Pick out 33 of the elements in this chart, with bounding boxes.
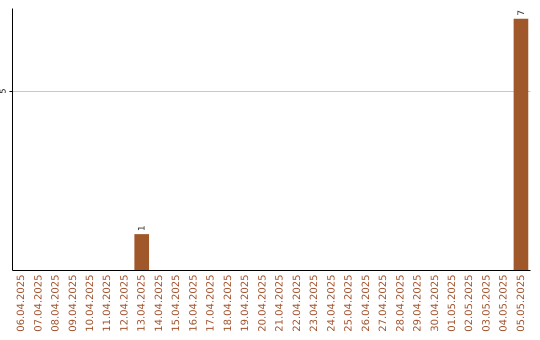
x-tick-label: 24.04.2025 [326, 274, 338, 332]
x-tick-label: 17.04.2025 [206, 274, 217, 332]
x-tick-label: 26.04.2025 [360, 274, 372, 332]
data-label: 1 [138, 225, 148, 232]
x-tick-label: 29.04.2025 [412, 274, 424, 332]
x-tick-label: 13.04.2025 [136, 274, 148, 332]
x-tick-label: 21.04.2025 [274, 274, 286, 332]
x-tick-label: 23.04.2025 [309, 274, 320, 332]
x-tick-label: 14.04.2025 [154, 274, 165, 332]
x-tick-label: 01.05.2025 [447, 274, 458, 332]
x-tick-label: 06.04.2025 [16, 274, 28, 332]
data-label: 7 [516, 10, 527, 16]
x-tick-label: 30.04.2025 [430, 274, 441, 332]
x-tick-label: 22.04.2025 [292, 274, 303, 332]
x-tick-label: 25.04.2025 [344, 274, 355, 332]
x-tick-label: 27.04.2025 [378, 274, 390, 332]
x-tick-label: 11.04.2025 [102, 274, 114, 332]
x-tick-label: 05.05.2025 [516, 274, 527, 332]
x-tick-label: 04.05.2025 [498, 274, 510, 332]
x-tick-label: 28.04.2025 [395, 274, 406, 332]
x-tick-label: 15.04.2025 [171, 274, 182, 332]
x-tick-label: 19.04.2025 [240, 274, 252, 332]
x-tick-label: 02.05.2025 [464, 274, 476, 332]
x-tick-label: 12.04.2025 [119, 274, 130, 332]
x-tick-label: 08.04.2025 [50, 274, 62, 332]
x-tick-label: 10.04.2025 [85, 274, 96, 332]
x-tick-label: 03.05.2025 [481, 274, 492, 332]
x-tick-label: 07.04.2025 [33, 274, 44, 332]
x-tick-label: 20.04.2025 [257, 274, 268, 332]
x-tick-label: 18.04.2025 [222, 274, 234, 332]
y-tick-label: 5 [0, 88, 8, 94]
x-tick-label: 09.04.2025 [68, 274, 79, 332]
x-tick-label: 16.04.2025 [188, 274, 200, 332]
